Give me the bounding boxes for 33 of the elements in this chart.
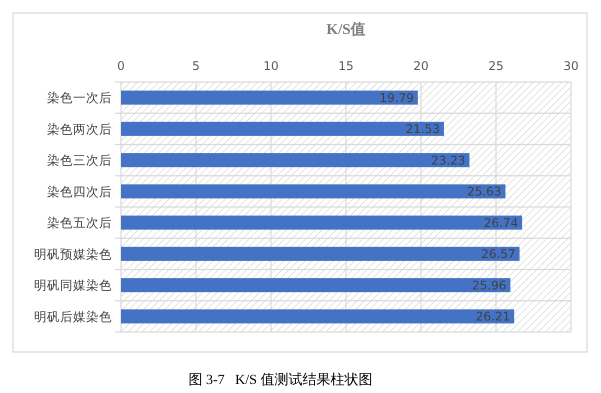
y-tick-label: 染色五次后 (47, 215, 112, 230)
data-label: 26.74 (484, 216, 518, 230)
x-tick-label: 20 (413, 59, 429, 73)
caption: 图 3-7 K/S 值测试结果柱状图 (188, 372, 372, 388)
data-label: 21.53 (406, 122, 440, 136)
data-label: 25.63 (467, 184, 502, 199)
data-label: 25.96 (472, 278, 506, 292)
bar (121, 246, 520, 261)
x-tick-label: 15 (338, 59, 354, 73)
x-tick-label: 0 (117, 59, 125, 73)
data-label: 23.23 (431, 153, 466, 168)
data-label: 19.79 (379, 90, 414, 105)
bar (121, 184, 506, 198)
y-tick-label: 明矾预媒染色 (34, 246, 112, 262)
x-tick-label: 10 (263, 59, 279, 73)
y-tick-label: 染色两次后 (47, 121, 112, 136)
bar (121, 309, 514, 324)
y-tick-label: 染色四次后 (47, 184, 112, 199)
data-label: 26.21 (476, 310, 510, 324)
y-tick-label: 明矾同媒染色 (34, 278, 112, 292)
y-tick-label: 染色一次后 (47, 90, 112, 105)
x-tick-label: 5 (192, 59, 200, 73)
data-label: 26.57 (481, 247, 516, 262)
x-tick-label: 25 (488, 59, 504, 73)
bar (121, 278, 510, 292)
bar (121, 122, 444, 136)
y-tick-label: 染色三次后 (47, 152, 112, 168)
chart-title: K/S值 (326, 21, 366, 38)
x-tick-label: 30 (563, 59, 579, 73)
bar (121, 153, 470, 168)
y-tick-label: 明矾后媒染色 (34, 308, 112, 324)
bar (121, 90, 418, 105)
bar (121, 216, 522, 230)
